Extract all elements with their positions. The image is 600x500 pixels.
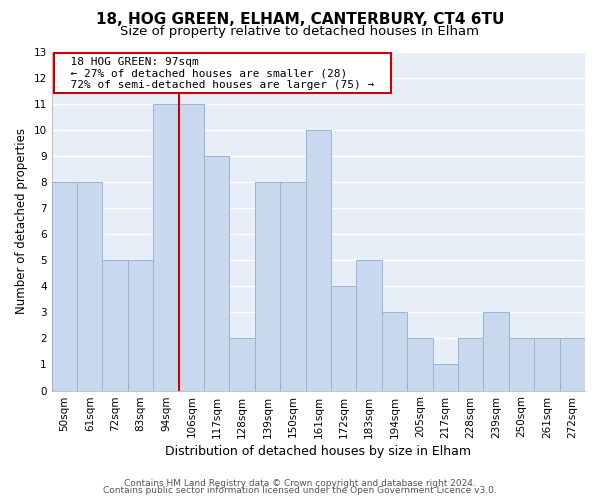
Bar bbox=[407, 338, 433, 390]
Text: 18 HOG GREEN: 97sqm
  ← 27% of detached houses are smaller (28)
  72% of semi-de: 18 HOG GREEN: 97sqm ← 27% of detached ho… bbox=[57, 56, 388, 90]
Text: Contains public sector information licensed under the Open Government Licence v3: Contains public sector information licen… bbox=[103, 486, 497, 495]
Bar bbox=[52, 182, 77, 390]
Bar bbox=[77, 182, 103, 390]
Bar bbox=[433, 364, 458, 390]
Bar bbox=[560, 338, 585, 390]
Bar bbox=[484, 312, 509, 390]
Bar bbox=[458, 338, 484, 390]
Text: Contains HM Land Registry data © Crown copyright and database right 2024.: Contains HM Land Registry data © Crown c… bbox=[124, 478, 476, 488]
Bar bbox=[128, 260, 153, 390]
Bar bbox=[331, 286, 356, 391]
Bar bbox=[382, 312, 407, 390]
Bar bbox=[305, 130, 331, 390]
Text: Size of property relative to detached houses in Elham: Size of property relative to detached ho… bbox=[121, 25, 479, 38]
Bar bbox=[534, 338, 560, 390]
Bar bbox=[204, 156, 229, 390]
Bar bbox=[356, 260, 382, 390]
X-axis label: Distribution of detached houses by size in Elham: Distribution of detached houses by size … bbox=[166, 444, 472, 458]
Bar bbox=[153, 104, 179, 391]
Text: 18, HOG GREEN, ELHAM, CANTERBURY, CT4 6TU: 18, HOG GREEN, ELHAM, CANTERBURY, CT4 6T… bbox=[96, 12, 504, 28]
Y-axis label: Number of detached properties: Number of detached properties bbox=[15, 128, 28, 314]
Bar bbox=[179, 104, 204, 391]
Bar bbox=[280, 182, 305, 390]
Bar bbox=[229, 338, 255, 390]
Bar bbox=[509, 338, 534, 390]
Bar bbox=[103, 260, 128, 390]
Bar bbox=[255, 182, 280, 390]
